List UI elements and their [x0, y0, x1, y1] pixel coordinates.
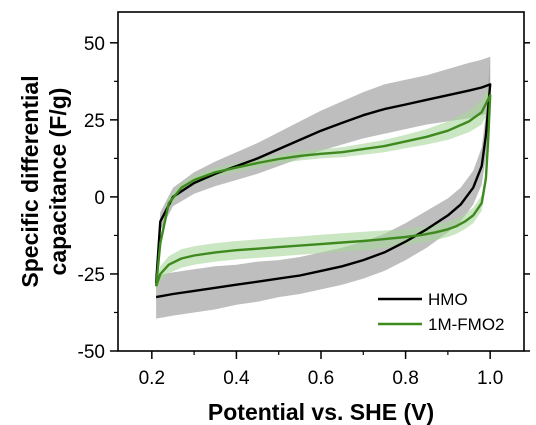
- y-axis: -50 -25 0 25 50: [78, 34, 530, 363]
- hmo-cathodic-error-band: [156, 56, 491, 319]
- hmo-anodic-error-band: [156, 56, 491, 293]
- x-tick-label: 0.4: [223, 368, 250, 389]
- y-axis-title-line1: Specific differential: [17, 75, 43, 287]
- y-tick-label: -25: [78, 265, 105, 286]
- x-tick-label: 0.8: [392, 368, 418, 389]
- x-tick-label: 1.0: [477, 368, 503, 389]
- legend: HMO 1M-FMO2: [378, 290, 505, 334]
- y-tick-label: -50: [78, 342, 105, 363]
- y-axis-title-line2: capacitance (F/g): [45, 88, 71, 276]
- x-axis-title: Potential vs. SHE (V): [208, 399, 434, 425]
- legend-label: HMO: [428, 290, 468, 309]
- x-tick-label: 0.2: [139, 368, 165, 389]
- 1m-fmo2-line: [154, 94, 492, 287]
- legend-label: 1M-FMO2: [428, 315, 505, 334]
- 1m-fmo2-anodic-error-band: [156, 82, 491, 293]
- hmo-line: [154, 83, 492, 299]
- x-tick-label: 0.6: [308, 368, 334, 389]
- series-lines: [154, 83, 492, 299]
- y-tick-label: 0: [94, 188, 105, 209]
- x-axis: 0.2 0.4 0.6 0.8 1.0: [139, 351, 503, 389]
- y-tick-label: 25: [84, 111, 105, 132]
- y-tick-label: 50: [84, 34, 105, 55]
